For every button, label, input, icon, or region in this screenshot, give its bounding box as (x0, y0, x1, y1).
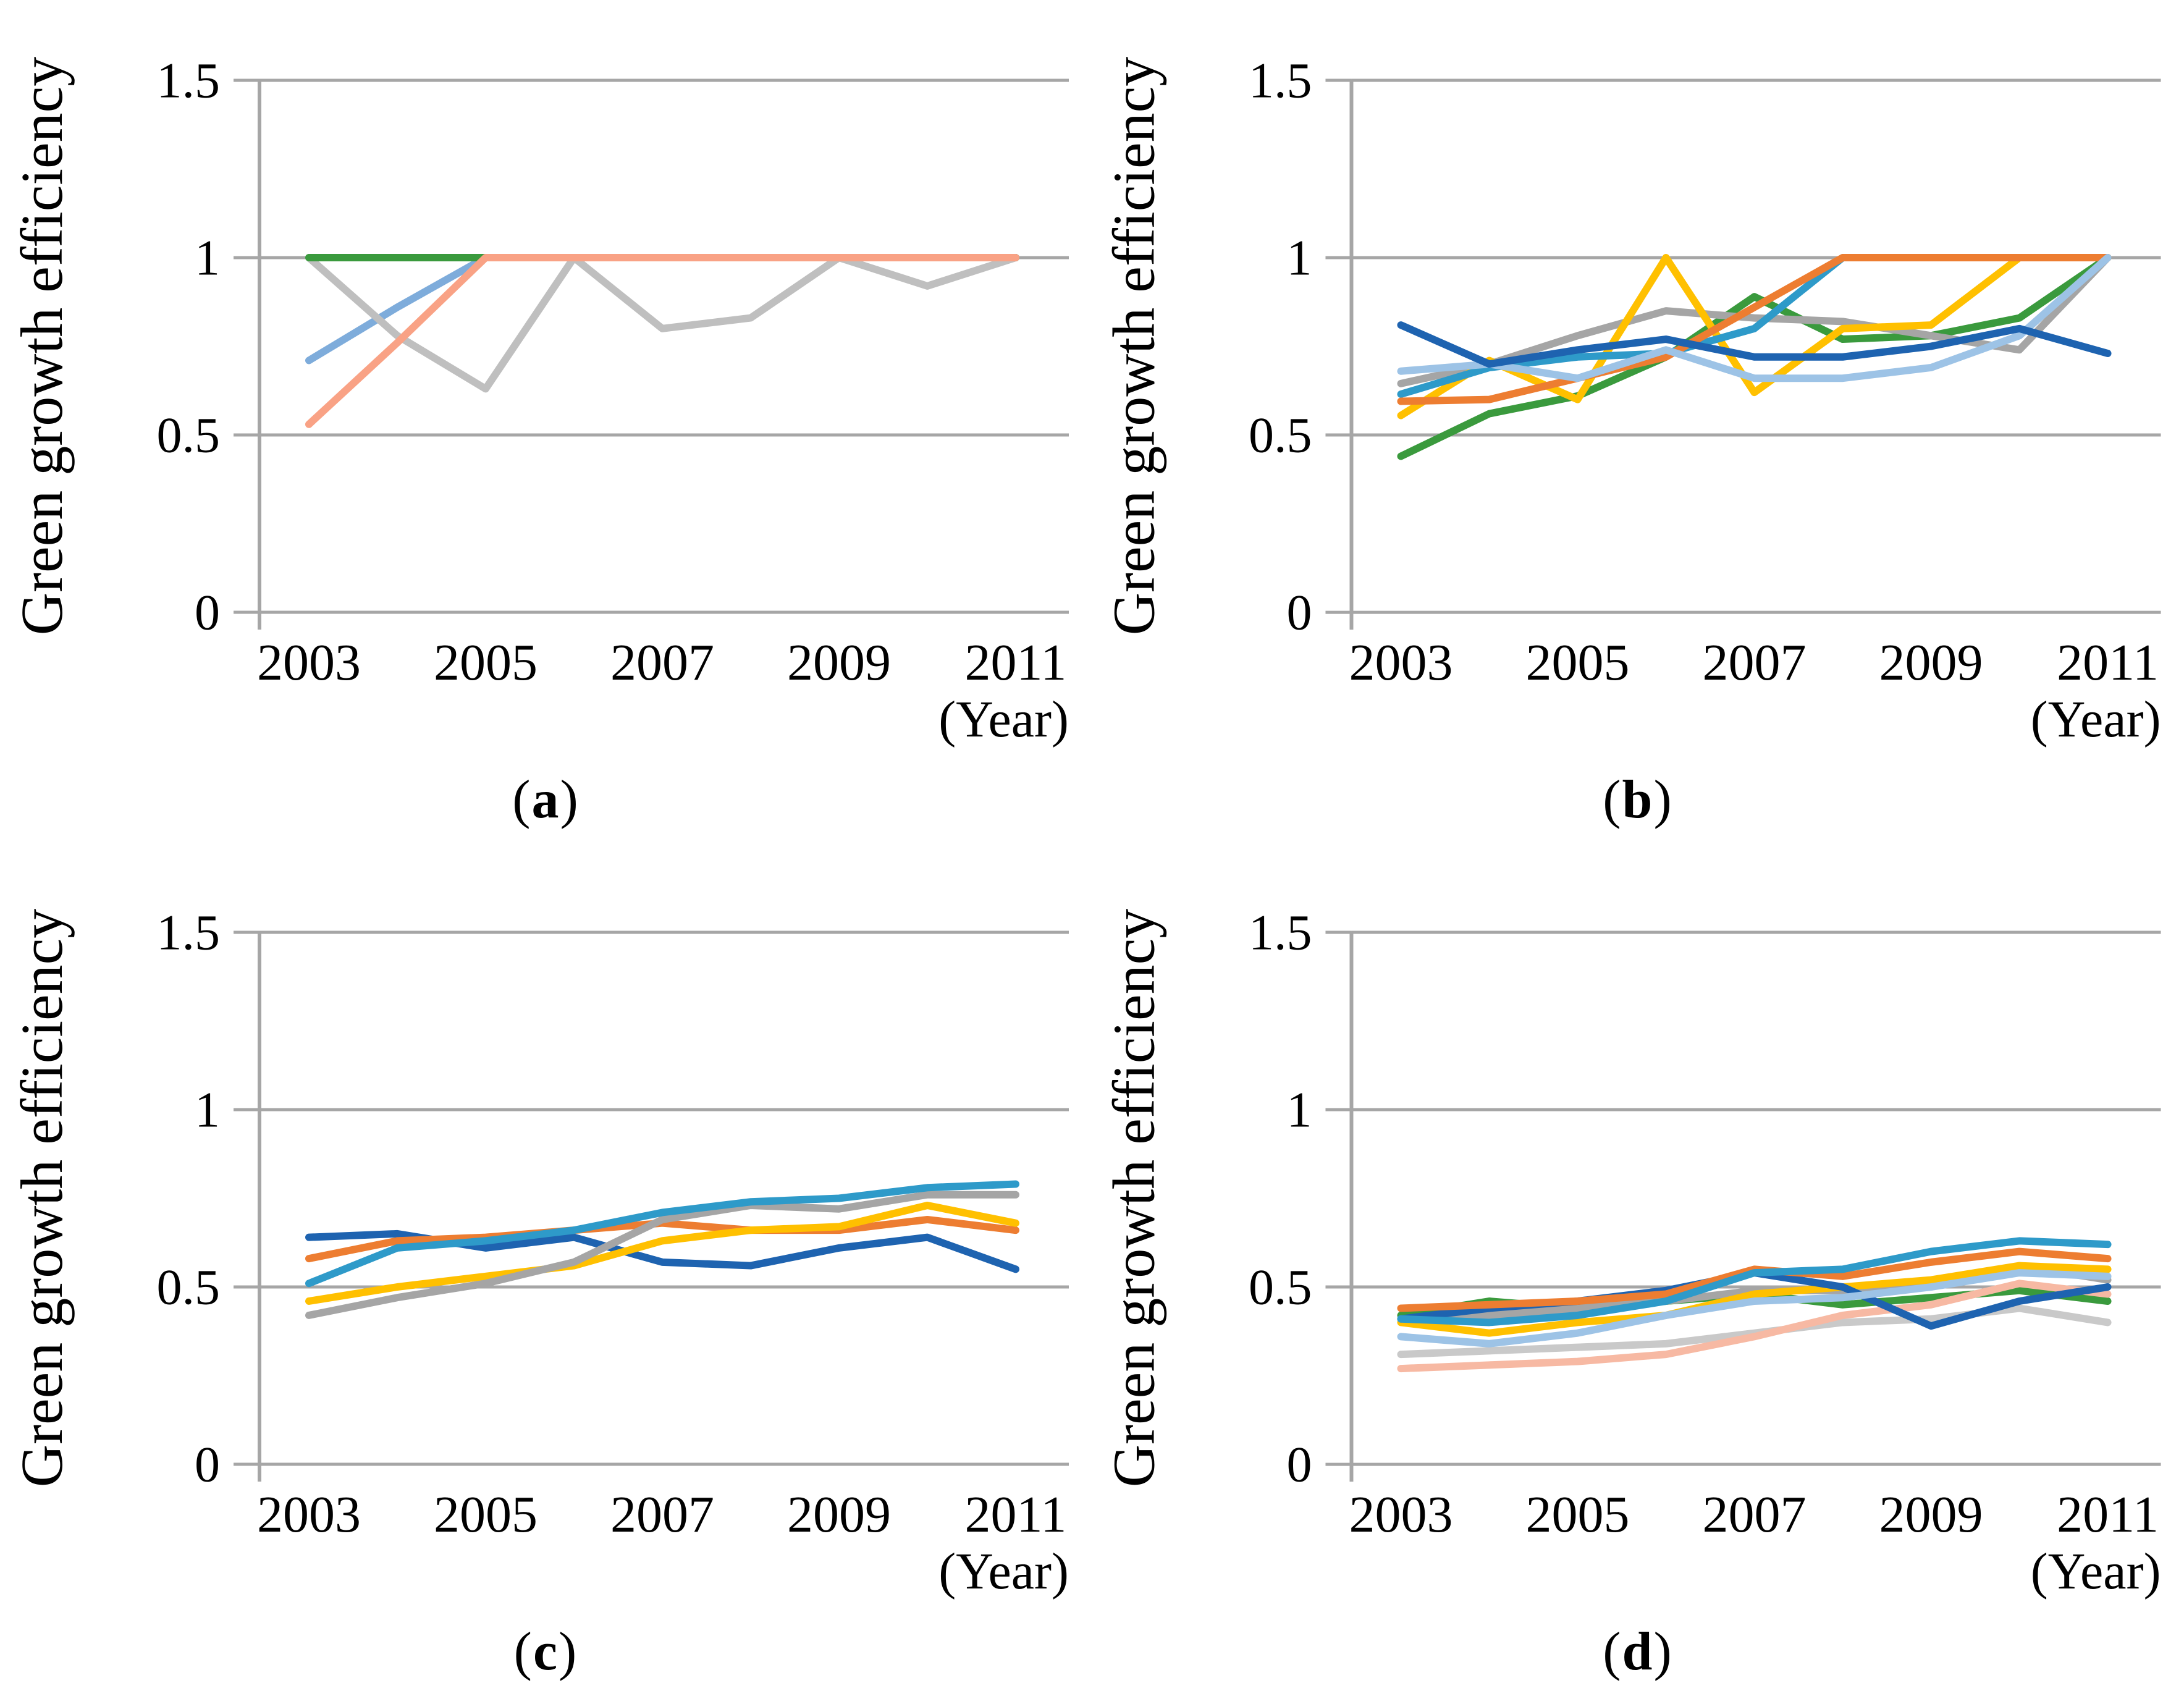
caption-letter: d (1622, 1622, 1654, 1682)
series-line-gold (305, 1201, 1019, 1305)
caption-letter: c (533, 1622, 559, 1682)
series-line-gold (1397, 1262, 2112, 1337)
y-axis-label: Green growth efficiency (9, 909, 75, 1487)
y-tick-label: 0.5 (157, 1259, 221, 1315)
y-tick-label: 1.5 (1249, 905, 1312, 961)
caption-letter: b (1622, 770, 1654, 830)
caption-paren: ) (1653, 770, 1673, 830)
y-tick-label: 0.5 (1249, 407, 1312, 463)
y-tick-label: 1.5 (1249, 53, 1312, 109)
caption-paren: ) (559, 1622, 578, 1682)
x-tick-label: 2011 (965, 1486, 1067, 1543)
y-axis-label: Green growth efficiency (9, 57, 75, 635)
y-tick-label: 0.5 (1249, 1259, 1312, 1315)
caption-paren: ( (1603, 770, 1622, 830)
x-axis-unit-label: (Year) (938, 1543, 1069, 1600)
y-tick-label: 1.5 (157, 905, 221, 961)
caption-paren: ) (1653, 1622, 1673, 1682)
series-line-teal (1397, 254, 2112, 399)
x-tick-label: 2003 (1349, 1486, 1452, 1543)
x-tick-label: 2011 (965, 634, 1067, 691)
y-tick-label: 0.5 (157, 407, 221, 463)
y-tick-label: 1 (195, 1082, 220, 1138)
y-tick-label: 1 (1286, 230, 1312, 286)
line-chart-a: 0 0.5 1 1.5 Green growth efficiency 2003 2005 2… (9, 53, 1069, 748)
caption-d: (d) (1092, 1600, 2184, 1704)
figure-panel-d: 0 0.5 1 1.5 Green growth efficiency 2003 2005 2… (1092, 852, 2184, 1704)
x-tick-label: 2003 (257, 634, 361, 691)
x-axis-unit-label: (Year) (938, 691, 1069, 748)
caption-paren: ( (512, 770, 532, 830)
series-line-teal (1397, 1237, 2112, 1327)
series-line-light-blue (1397, 254, 2112, 382)
series-line-coral (305, 254, 1019, 428)
x-tick-label: 2005 (1525, 1486, 1629, 1543)
y-tick-label: 0 (195, 584, 220, 641)
x-tick-label: 2005 (434, 634, 538, 691)
caption-c: (c) (0, 1600, 1092, 1704)
caption-paren: ( (513, 1622, 533, 1682)
x-tick-label: 2007 (1703, 1486, 1807, 1543)
line-chart-c: 0 0.5 1 1.5 Green growth efficiency 2003 2005 2… (9, 905, 1069, 1600)
caption-paren: ( (1603, 1622, 1622, 1682)
line-chart-d: 0 0.5 1 1.5 Green growth efficiency 2003 2005 2… (1100, 905, 2161, 1600)
caption-b: (b) (1092, 748, 2184, 852)
x-tick-label: 2003 (1349, 634, 1452, 691)
series-line-gray (305, 1191, 1019, 1319)
x-tick-label: 2003 (257, 1486, 361, 1543)
x-tick-label: 2009 (1879, 634, 1983, 691)
x-tick-label: 2005 (1525, 634, 1629, 691)
series-line-green (1397, 254, 2112, 460)
x-tick-label: 2011 (2057, 1486, 2159, 1543)
x-tick-label: 2009 (1879, 1486, 1983, 1543)
series-line-light-blue (1397, 1269, 2112, 1348)
x-tick-label: 2005 (434, 1486, 538, 1543)
x-tick-label: 2007 (610, 1486, 714, 1543)
caption-a: (a) (0, 748, 1092, 852)
x-tick-label: 2007 (610, 634, 714, 691)
x-axis-unit-label: (Year) (2031, 1543, 2161, 1600)
caption-paren: ) (560, 770, 580, 830)
series-line-dark-blue (1397, 321, 2112, 368)
x-tick-label: 2009 (787, 634, 891, 691)
y-tick-label: 1 (1286, 1082, 1312, 1138)
x-axis-unit-label: (Year) (2031, 691, 2161, 748)
y-tick-label: 1 (195, 230, 220, 286)
figure-panel-b: 0 0.5 1 1.5 Green growth efficiency 2003 2005 2… (1092, 0, 2184, 852)
series-line-salmon (1397, 1280, 2112, 1373)
figure-panel-c: 0 0.5 1 1.5 Green growth efficiency 2003 2005 2… (0, 852, 1092, 1704)
line-chart-b: 0 0.5 1 1.5 Green growth efficiency 2003 2005 2… (1100, 53, 2161, 748)
series-line-gray (305, 254, 1019, 393)
y-tick-label: 1.5 (157, 53, 221, 109)
series-line-teal (305, 1180, 1019, 1288)
x-tick-label: 2011 (2057, 634, 2159, 691)
y-tick-label: 0 (1286, 1436, 1312, 1493)
y-axis-label: Green growth efficiency (1100, 909, 1166, 1487)
x-tick-label: 2009 (787, 1486, 891, 1543)
series-line-orange (1397, 254, 2112, 405)
x-tick-label: 2007 (1703, 634, 1807, 691)
y-axis-label: Green growth efficiency (1100, 57, 1166, 635)
y-tick-label: 0 (195, 1436, 220, 1493)
caption-letter: a (531, 770, 560, 830)
y-tick-label: 0 (1286, 584, 1312, 641)
figure-panel-a: 0 0.5 1 1.5 Green growth efficiency 2003 2005 2… (0, 0, 1092, 852)
series-line-gold (1397, 254, 2112, 420)
